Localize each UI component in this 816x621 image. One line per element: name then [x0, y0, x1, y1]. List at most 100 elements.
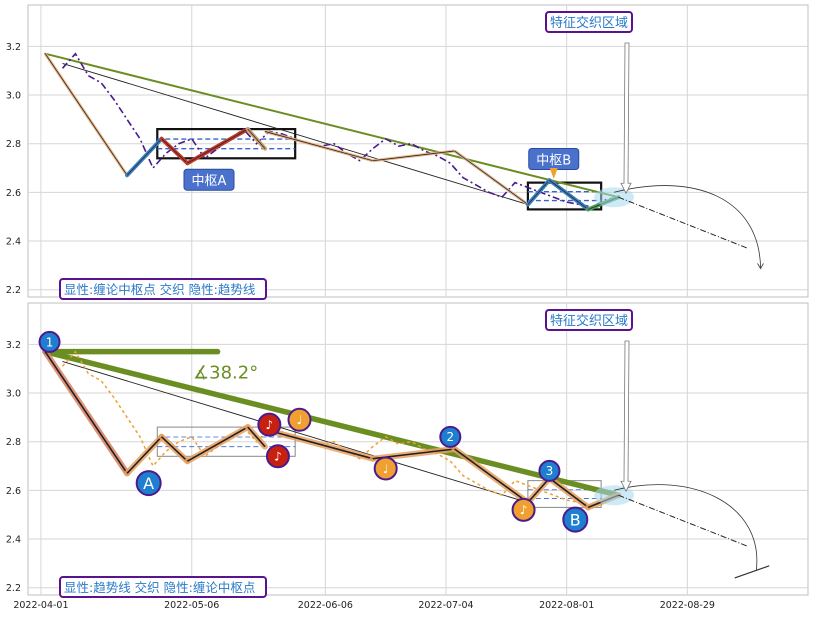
- pivot-marker-text: B: [570, 510, 581, 529]
- pivot-marker-1: A: [135, 470, 162, 497]
- legend-label-text: 显性:缠论中枢点 交织 隐性:趋势线: [64, 282, 256, 297]
- pivot-marker-text: ♩: [383, 462, 389, 476]
- highlight-ellipse: [594, 187, 635, 208]
- pivot-marker-circle: [538, 459, 561, 482]
- x-tick-label: 2022-07-04: [418, 600, 473, 611]
- y-tick-label: 2.8: [6, 139, 21, 150]
- pivot-marker-circle: [562, 506, 589, 533]
- pointer-arrow: [620, 340, 632, 493]
- pivot-marker-9: B: [562, 506, 589, 533]
- x-tick-label: 2022-08-01: [539, 600, 594, 611]
- y-tick-label: 3.0: [6, 91, 21, 102]
- y-tick-label: 2.8: [6, 437, 21, 448]
- x-tick-label: 2022-06-06: [298, 600, 353, 611]
- y-tick-label: 2.6: [6, 188, 21, 199]
- zigzag-core: [264, 428, 374, 460]
- price-series: [61, 350, 619, 506]
- zigzag-core: [126, 436, 163, 474]
- y-tick-label: 2.4: [6, 535, 21, 546]
- channel-line: [62, 360, 529, 503]
- zigzag-core: [247, 128, 266, 149]
- zigzag-core: [247, 426, 266, 448]
- pointer-arrow: [620, 42, 632, 195]
- legend-label-box: [59, 576, 267, 598]
- highlight-ellipse: [594, 485, 635, 506]
- x-tick-label: 2022-05-06: [164, 600, 219, 611]
- box-label-1: 中枢B: [528, 148, 580, 171]
- trendline: [44, 52, 620, 199]
- pivot-marker-text: 1: [46, 335, 54, 349]
- trendline: [42, 348, 622, 498]
- zigzag-core: [161, 436, 188, 462]
- zigzag-core: [549, 179, 589, 210]
- legend-label-box: [59, 278, 267, 300]
- pivot-marker-circle: [287, 407, 312, 432]
- plot-frame: [27, 302, 809, 596]
- angle-label: ∡38.2°: [193, 362, 258, 383]
- pivot-marker-text: 2: [447, 430, 455, 444]
- x-tick-label: 2022-08-29: [660, 600, 715, 611]
- zigzag-core: [161, 138, 188, 164]
- zigzag-core: [372, 150, 455, 162]
- zigzag-core: [187, 128, 248, 164]
- curved-arrow: [613, 484, 758, 571]
- arrow-cap: [734, 565, 770, 579]
- zigzag-core: [527, 179, 550, 205]
- pivot-marker-circle: [511, 497, 536, 522]
- pivot-marker-text: ♪: [520, 503, 528, 517]
- price-series: [61, 52, 619, 208]
- zigzag-core: [264, 131, 373, 162]
- pivot-marker-text: ♩: [297, 413, 303, 427]
- pivot-marker-7: ♪: [511, 497, 536, 522]
- zigzag-core: [548, 477, 589, 509]
- pivot-marker-circle: [257, 412, 282, 437]
- y-tick-label: 3.2: [6, 340, 21, 351]
- feature-label-text: 特征交织区域: [550, 313, 628, 329]
- zigzag-core: [454, 150, 529, 205]
- zigzag-core: [44, 351, 128, 474]
- zigzag-core: [527, 477, 550, 504]
- legend-label: 显性:趋势线 交织 隐性:缠论中枢点: [59, 576, 267, 598]
- box-label-pointer: [549, 168, 558, 179]
- feature-label-box: [545, 11, 633, 33]
- y-tick-label: 2.2: [6, 285, 21, 296]
- pivot-marker-8: 3: [538, 459, 561, 482]
- feature-label-box: [545, 309, 633, 331]
- zigzag-core: [44, 53, 128, 176]
- y-tick-label: 2.6: [6, 486, 21, 497]
- pivot-marker-circle: [373, 456, 398, 481]
- curved-arrow: [613, 185, 761, 268]
- y-tick-label: 2.2: [6, 583, 21, 594]
- pivot-marker-circle: [265, 444, 290, 469]
- pivot-marker-5: ♩: [373, 456, 398, 481]
- pivot-marker-0: 1: [38, 330, 61, 353]
- zigzag-core: [454, 448, 529, 504]
- pivot-marker-text: A: [143, 474, 154, 493]
- pivot-marker-text: ♪: [274, 450, 282, 464]
- pivot-marker-text: 3: [546, 464, 554, 478]
- box-label-text: 中枢A: [192, 174, 227, 189]
- pivot-marker-circle: [38, 330, 61, 353]
- box-label-0: 中枢A: [183, 168, 235, 191]
- feature-label-text: 特征交织区域: [550, 15, 628, 31]
- channel-line: [62, 62, 529, 205]
- box-label-bg: [183, 168, 235, 191]
- feature-label: 特征交织区域: [545, 309, 633, 331]
- zigzag-core: [187, 426, 249, 462]
- pivot-marker-3: ♪: [265, 444, 290, 469]
- projection-line: [618, 494, 748, 547]
- legend-label: 显性:缠论中枢点 交织 隐性:趋势线: [59, 278, 267, 300]
- y-tick-label: 3.0: [6, 389, 21, 400]
- x-tick-label: 2022-04-01: [13, 600, 68, 611]
- pivot-marker-2: ♪: [257, 412, 282, 437]
- pivot-marker-text: ♪: [265, 418, 273, 432]
- y-tick-label: 2.4: [6, 237, 21, 248]
- feature-label: 特征交织区域: [545, 11, 633, 33]
- legend-label-text: 显性:趋势线 交织 隐性:缠论中枢点: [64, 580, 255, 595]
- y-tick-label: 3.2: [6, 42, 21, 53]
- pivot-marker-circle: [439, 425, 462, 448]
- pivot-marker-4: ♩: [287, 407, 312, 432]
